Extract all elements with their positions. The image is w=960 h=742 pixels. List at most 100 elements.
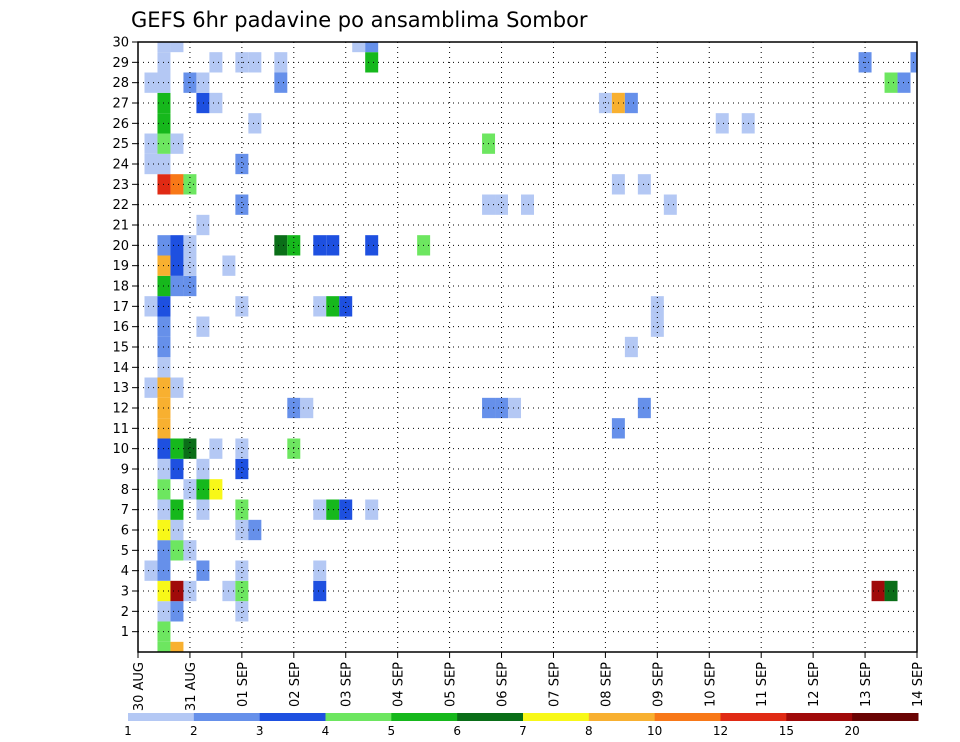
heatmap-cell: [300, 397, 314, 419]
heatmap-cell: [235, 458, 249, 480]
colorbar-swatch: [720, 713, 787, 721]
heatmap-cell: [235, 153, 249, 175]
heatmap-cell: [235, 438, 249, 459]
colorbar-swatch: [457, 713, 524, 721]
heatmap-cell: [339, 296, 353, 317]
y-tick-label: 6: [121, 524, 129, 539]
y-tick-label: 24: [112, 158, 129, 173]
heatmap-cell: [209, 92, 223, 114]
y-tick-label: 11: [112, 422, 129, 437]
heatmap-cell: [170, 42, 184, 53]
y-tick-label: 18: [112, 280, 129, 295]
colorbar-swatch: [588, 713, 656, 721]
grid-lines: [138, 41, 917, 652]
x-tick-label: 05 SEP: [444, 662, 459, 707]
heatmap-cell: [170, 133, 184, 154]
heatmap-cell: [196, 479, 210, 500]
y-tick-label: 22: [112, 198, 129, 213]
colorbar-swatch: [325, 713, 392, 721]
colorbar-label: 12: [713, 724, 728, 738]
y-tick-label: 25: [112, 137, 129, 152]
y-tick-label: 7: [121, 503, 129, 518]
heatmap-cell: [495, 194, 509, 215]
heatmap-cell: [650, 316, 664, 337]
colorbar-label: 4: [322, 724, 330, 738]
heatmap-cell: [235, 519, 249, 541]
y-tick-label: 5: [121, 544, 129, 559]
heatmap-cell: [144, 72, 158, 93]
x-tick-label: 30 AUG: [132, 662, 147, 711]
y-tick-label: 23: [112, 178, 129, 193]
heatmap-cell: [313, 580, 327, 602]
x-tick-label: 10 SEP: [703, 662, 718, 707]
x-tick-label: 14 SEP: [911, 662, 926, 707]
x-tick-label: 04 SEP: [392, 662, 407, 707]
x-tick-label: 03 SEP: [340, 662, 355, 707]
heatmap-cell: [170, 377, 184, 398]
heatmap-cell: [209, 479, 223, 500]
y-tick-label: 16: [112, 320, 129, 335]
y-tick-label: 20: [112, 239, 129, 254]
y-tick-label: 9: [121, 463, 129, 478]
colorbar-label: 2: [190, 724, 198, 738]
heatmap-cell: [521, 194, 534, 215]
heatmap-cell: [884, 72, 898, 93]
colorbar-label: 7: [519, 724, 527, 738]
x-tick-label: 13 SEP: [859, 662, 874, 707]
y-tick-label: 19: [112, 259, 129, 274]
x-tick-label: 06 SEP: [496, 662, 511, 707]
x-tick-label: 31 AUG: [184, 662, 199, 711]
heatmap-cell: [170, 580, 184, 602]
heatmap-cell: [637, 174, 651, 195]
colorbar-label: 8: [585, 724, 593, 738]
y-tick-label: 3: [121, 585, 129, 600]
heatmap-cell: [170, 641, 184, 652]
colorbar-label: 10: [647, 724, 662, 738]
heatmap-cell: [248, 113, 262, 134]
y-tick-label: 28: [112, 76, 129, 91]
heatmap-cell: [170, 519, 184, 541]
y-tick-label: 4: [121, 564, 129, 579]
heatmap-cell: [248, 52, 262, 73]
y-tick-label: 27: [112, 97, 129, 112]
heatmap-cells: [144, 42, 917, 652]
colorbar-swatch: [654, 713, 721, 721]
colorbar-label: 5: [388, 724, 396, 738]
colorbar-swatch: [193, 713, 261, 721]
colorbar-swatch: [523, 713, 590, 721]
heatmap-cell: [170, 275, 184, 297]
colorbar-label: 20: [845, 724, 860, 738]
y-tick-label: 30: [112, 36, 129, 51]
heatmap-cell: [365, 235, 379, 256]
y-tick-label: 12: [112, 402, 129, 417]
colorbar-swatch: [259, 713, 326, 721]
heatmap-cell: [235, 580, 249, 602]
heatmap-cell: [339, 499, 353, 520]
heatmap-cell: [144, 296, 158, 317]
y-tick-label: 26: [112, 117, 129, 132]
x-tick-label: 01 SEP: [236, 662, 251, 707]
y-tick-label: 8: [121, 483, 129, 498]
y-tick-label: 1: [121, 625, 129, 640]
y-tick-label: 29: [112, 56, 129, 71]
colorbar-swatch: [852, 713, 919, 721]
heatmap-cell: [235, 296, 249, 317]
heatmap-cell: [196, 499, 210, 520]
y-tick-label: 17: [112, 300, 129, 315]
heatmap-cell: [313, 296, 327, 317]
heatmap-cell: [196, 72, 210, 93]
heatmap-cell: [897, 72, 911, 93]
heatmap-cell: [715, 113, 729, 134]
y-tick-label: 14: [112, 361, 129, 376]
heatmap-cell: [144, 133, 158, 154]
heatmap-cell: [326, 235, 340, 256]
heatmap-cell: [183, 438, 197, 459]
heatmap-cell: [183, 479, 197, 500]
heatmap-cell: [365, 42, 379, 53]
heatmap-cell: [170, 438, 184, 459]
heatmap-cell: [183, 540, 197, 561]
heatmap-cell: [183, 580, 197, 602]
heatmap-cell: [170, 235, 184, 256]
heatmap-cell: [884, 580, 898, 602]
